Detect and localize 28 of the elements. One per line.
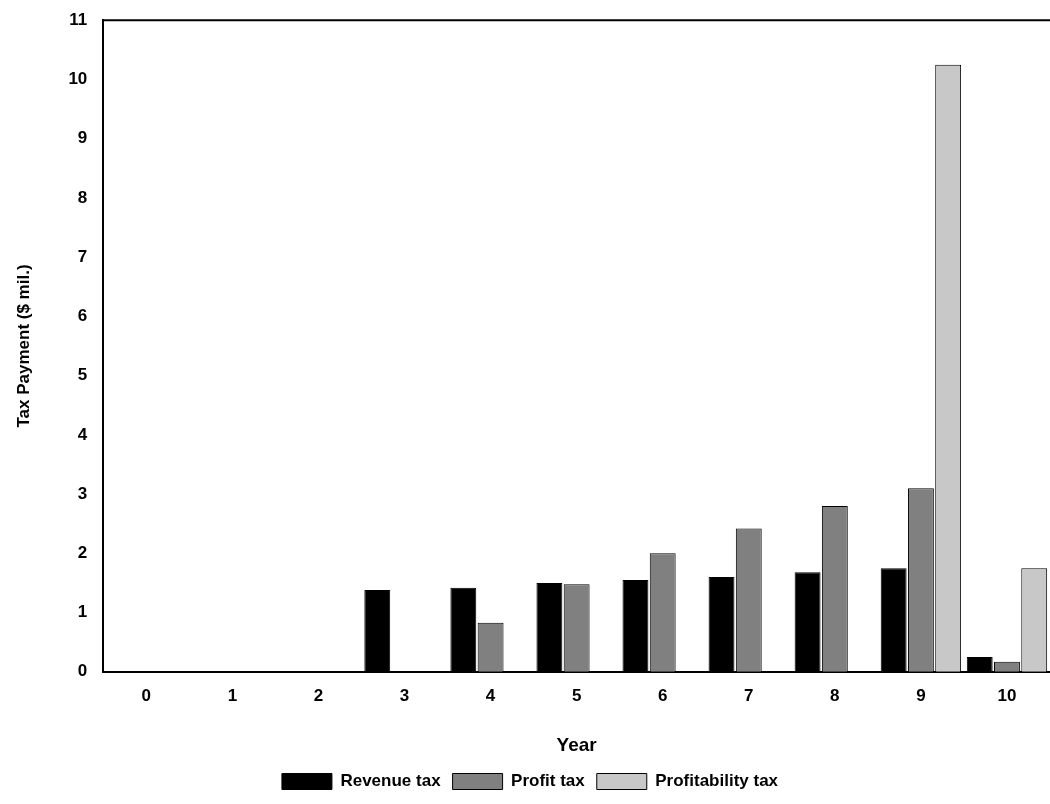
y-tick-label: 11	[69, 9, 88, 29]
x-tick-label: 4	[485, 685, 496, 705]
x-tick-label: 1	[227, 685, 238, 705]
y-tick-label: 9	[77, 128, 88, 148]
x-tick-label: 2	[313, 685, 324, 705]
x-tick-label: 7	[744, 685, 754, 705]
x-tick-label: 3	[399, 685, 410, 705]
y-tick-label: 7	[77, 246, 88, 266]
x-tick-label: 5	[571, 685, 582, 705]
x-tick-label: 9	[916, 685, 926, 705]
y-tick-label: 10	[68, 69, 88, 89]
y-tick-label: 5	[77, 365, 88, 385]
x-tick-label: 10	[997, 685, 1017, 705]
y-tick-label: 8	[77, 187, 88, 207]
y-tick-label: 2	[77, 543, 88, 563]
y-tick-label: 0	[77, 661, 88, 681]
x-tick-label: 6	[657, 685, 668, 705]
y-axis-title: Tax Payment ($ mil.)	[13, 264, 33, 428]
y-tick-label: 3	[77, 483, 88, 503]
legend-label: Profit tax	[511, 771, 586, 791]
x-tick-label: 0	[141, 685, 152, 705]
y-tick-label: 1	[77, 602, 88, 622]
legend-label: Profitability tax	[655, 771, 779, 791]
y-tick-label: 6	[77, 306, 88, 326]
legend-label: Revenue tax	[340, 771, 442, 791]
x-tick-label: 8	[830, 685, 840, 705]
x-axis-title: Year	[556, 733, 598, 755]
y-tick-label: 4	[77, 424, 88, 444]
